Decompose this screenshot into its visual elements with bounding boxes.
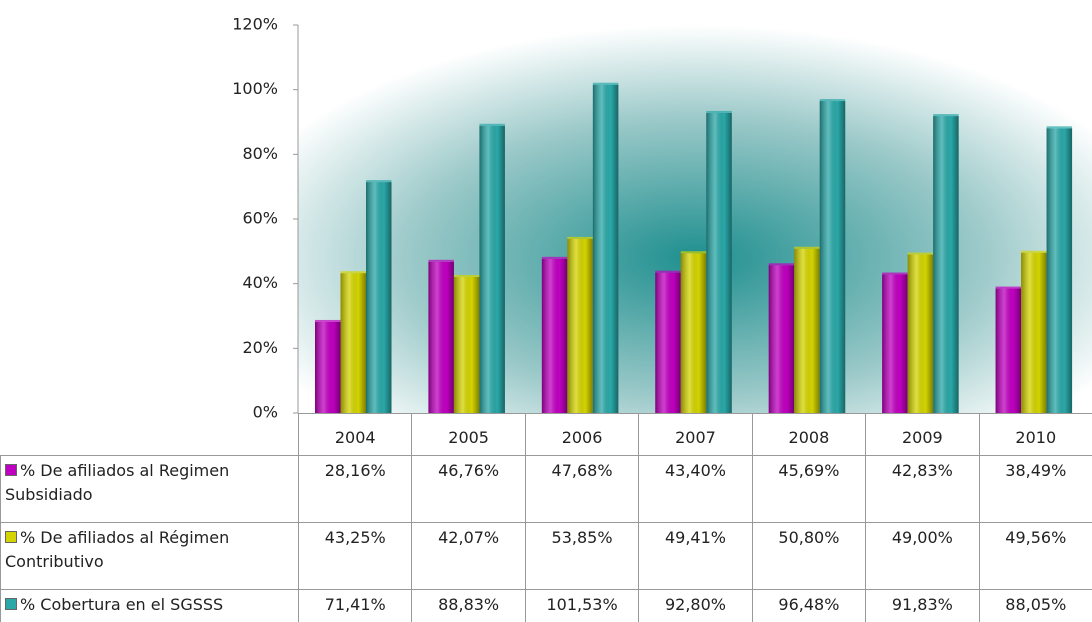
bar-shade [680,253,707,413]
bar-shade [933,116,959,413]
bar-shade [995,288,1022,413]
legend-label: % De afiliados al Régimen Contributivo [5,528,230,571]
data-label: 28,16% [298,455,413,523]
x-tick-label: 2004 [298,413,413,456]
bar-shade [794,248,820,413]
data-label: 47,68% [524,455,640,523]
bar-shade [541,258,568,413]
legend-cell: % Cobertura en el SGSSS [0,589,299,622]
bar-shade [706,112,732,414]
data-label: 43,25% [298,522,413,590]
bar-top [479,123,505,126]
legend-key [5,598,17,610]
bar-top [366,180,392,183]
bar-shade [1046,128,1073,413]
legend-key [5,531,17,543]
bar-top [819,99,846,102]
bar-shade [428,261,454,413]
x-tick-label: 2009 [865,413,980,456]
data-label: 42,83% [865,455,980,523]
y-tick-label: 60% [242,209,278,228]
bar-top [882,272,908,275]
bar-top [567,236,593,239]
data-label: 101,53% [524,589,640,622]
data-label: 92,80% [638,589,753,622]
y-tick-label: 80% [242,144,278,163]
bar-top [592,82,619,85]
bar-top [428,259,454,262]
y-tick-label: 20% [242,338,278,357]
bar-shade [453,276,480,413]
bar-shade [366,182,392,413]
y-tick-label: 0% [253,403,278,422]
data-label: 49,56% [978,522,1092,590]
bar-shade [567,238,593,413]
data-label: 71,41% [298,589,413,622]
data-label: 88,83% [411,589,526,622]
legend-key [5,464,17,476]
data-label: 88,05% [978,589,1092,622]
data-label: 50,80% [751,522,867,590]
data-label: 38,49% [978,455,1092,523]
x-tick-label: 2006 [524,413,640,456]
bar-top [706,110,732,113]
bar-top [315,319,341,322]
bar-top [655,270,681,273]
y-tick-label: 120% [232,15,278,34]
legend-label: % Cobertura en el SGSSS [20,595,224,614]
x-tick-label: 2005 [411,413,526,456]
bar-shade [907,254,934,413]
legend-label: % De afiliados al Regimen Subsidiado [5,461,230,504]
data-label: 53,85% [524,522,640,590]
bar-shade [819,101,846,413]
data-label: 49,00% [865,522,980,590]
bar-top [541,256,568,259]
y-tick-label: 40% [242,273,278,292]
bar-shade [592,84,619,413]
bar-top [1046,126,1073,129]
bar-top [907,252,934,255]
bar-top [794,246,820,249]
data-label: 45,69% [751,455,867,523]
legend-cell: % De afiliados al Régimen Contributivo [0,522,299,590]
bar-top [768,263,795,266]
bar-top [340,271,366,274]
data-label: 96,48% [751,589,867,622]
legend-cell: % De afiliados al Regimen Subsidiado [0,455,299,523]
x-tick-label: 2010 [978,413,1092,456]
data-label: 46,76% [411,455,526,523]
data-label: 43,40% [638,455,753,523]
x-tick-label: 2007 [638,413,753,456]
data-label: 91,83% [865,589,980,622]
bar-shade [1021,252,1047,413]
y-tick-label: 100% [232,79,278,98]
bar-shade [479,125,505,414]
bar-top [680,251,707,254]
data-label: 42,07% [411,522,526,590]
bar-shade [340,273,366,413]
data-label: 49,41% [638,522,753,590]
bar-top [453,274,480,277]
bar-top [1021,250,1047,253]
x-tick-label: 2008 [751,413,867,456]
bar-top [933,114,959,117]
bar-shade [882,274,908,413]
bar-top [995,286,1022,289]
bar-shade [655,272,681,413]
bar-shade [315,321,341,413]
bar-shade [768,265,795,413]
